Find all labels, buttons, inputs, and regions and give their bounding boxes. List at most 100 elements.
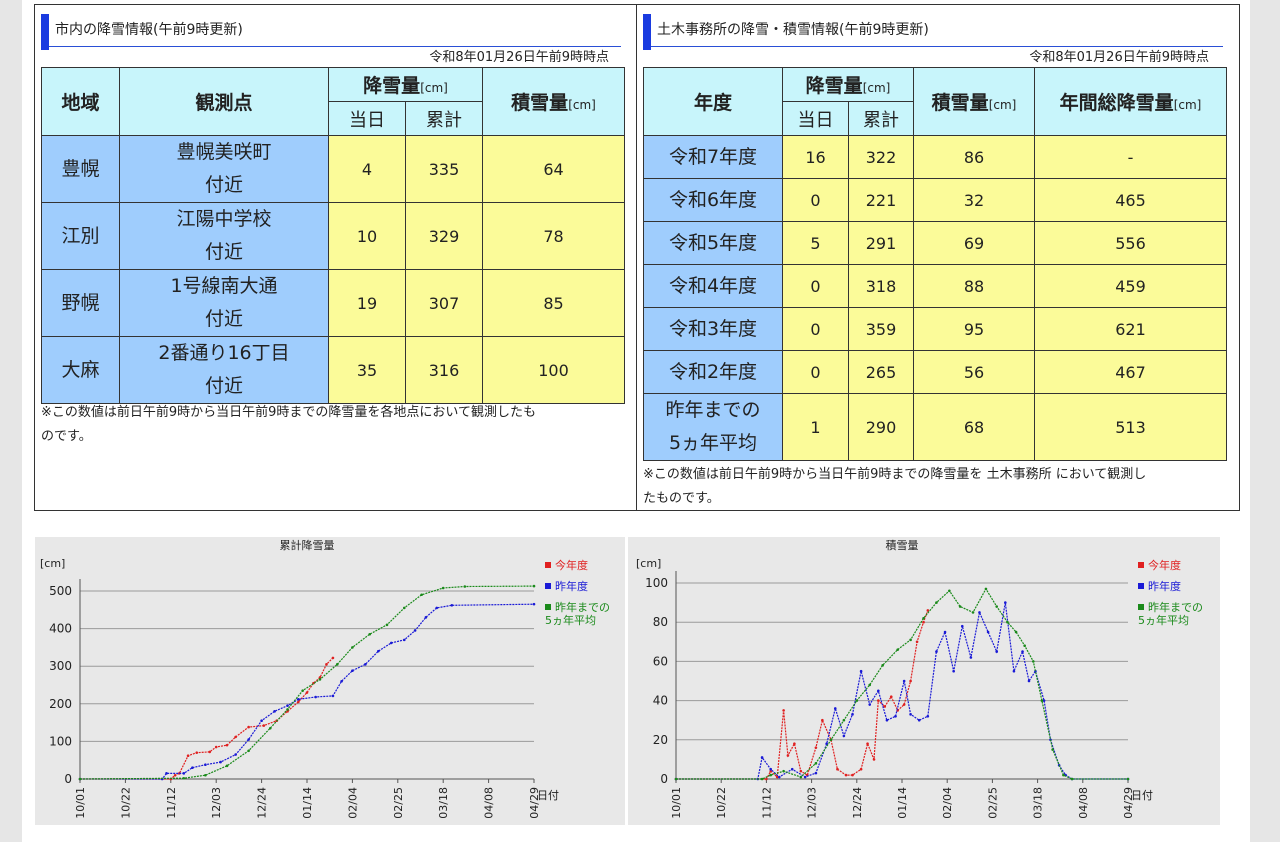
data-point <box>286 708 289 711</box>
data-point <box>260 719 263 723</box>
data-point <box>318 676 322 679</box>
legend-label: 今年度 <box>555 558 588 572</box>
depth-cell: 95 <box>913 307 1036 351</box>
x-tick-label: 12/24 <box>851 787 864 819</box>
table-row: 野幌 1号線南大通 付近 19 307 85 <box>41 269 626 337</box>
data-point <box>902 703 906 706</box>
data-point <box>760 756 764 759</box>
data-point <box>165 772 168 775</box>
data-point <box>390 641 393 645</box>
office-note: ※この数値は前日午前9時から当日午前9時までの降雪量を 土木事務所 において観測… <box>643 467 1147 506</box>
data-point <box>782 769 785 773</box>
header-snowfall: 降雪量[cm] <box>781 67 915 102</box>
area-cell: 野幌 <box>41 269 120 337</box>
header-year: 年度 <box>643 67 783 136</box>
data-point <box>225 764 229 768</box>
cumulative-snowfall-svg: 累計降雪量 [cm] 0 100 200 300 400 500 10/01 10/22 11/12… <box>40 538 610 819</box>
data-point <box>790 767 794 771</box>
data-point <box>1051 748 1054 751</box>
office-timestamp: 令和8年01月26日午前9時時点 <box>1029 50 1209 65</box>
data-point <box>842 718 846 722</box>
data-point <box>842 734 846 738</box>
point-cell: 2番通り16丁目 付近 <box>119 336 329 404</box>
data-point <box>234 753 237 756</box>
data-point <box>1042 699 1046 702</box>
y-tick-label: 0 <box>660 772 668 786</box>
x-tick-label: 02/04 <box>941 787 954 819</box>
today-cell: 4 <box>328 135 406 203</box>
data-point <box>829 738 833 742</box>
today-cell: 0 <box>782 307 849 351</box>
data-point <box>866 742 869 746</box>
total-cell: 329 <box>404 202 484 270</box>
data-point <box>435 606 439 610</box>
x-tick-label: 04/08 <box>1077 787 1090 819</box>
data-point <box>351 669 354 673</box>
data-point <box>385 623 389 627</box>
today-cell: 0 <box>782 178 849 222</box>
x-tick-label: 10/22 <box>715 787 728 819</box>
header-total: 累計 <box>404 101 484 136</box>
data-point <box>958 605 962 608</box>
x-tick-label: 04/29 <box>528 787 541 819</box>
data-point <box>877 699 880 702</box>
table-row: 大麻 2番通り16丁目 付近 35 316 100 <box>41 336 626 404</box>
data-point <box>902 679 906 683</box>
data-point <box>935 650 938 653</box>
data-point <box>368 632 371 636</box>
total-cell: 316 <box>404 336 484 404</box>
x-tick-label: 03/18 <box>1032 787 1045 819</box>
x-tick-label: 01/14 <box>301 787 314 819</box>
data-point <box>917 718 921 722</box>
year-cell: 令和4年度 <box>643 264 783 308</box>
data-point <box>1023 644 1026 648</box>
depth-cell: 68 <box>913 393 1036 461</box>
legend-label: 昨年度 <box>555 579 588 593</box>
header-total: 累計 <box>847 101 915 136</box>
data-point <box>402 638 406 642</box>
series-line <box>676 602 1128 780</box>
data-point <box>364 663 367 666</box>
legend-swatch <box>1138 583 1144 589</box>
data-point <box>234 735 237 739</box>
data-point <box>463 585 467 588</box>
x-tick-label: 12/03 <box>210 787 223 819</box>
data-point <box>247 749 250 753</box>
chart-title: 積雪量 <box>886 538 919 552</box>
data-point <box>765 777 768 781</box>
year-cell: 令和7年度 <box>643 135 783 179</box>
table-row: 令和2年度 0 265 56 467 <box>643 350 1228 394</box>
area-cell: 江別 <box>41 202 120 270</box>
data-point <box>814 746 818 749</box>
total-cell: 307 <box>404 269 484 337</box>
data-point <box>268 726 272 730</box>
table-row: 昨年までの 5ヵ年平均 1 290 68 513 <box>643 393 1228 461</box>
x-tick-label: 02/25 <box>986 787 999 819</box>
data-point <box>799 775 803 779</box>
area-cell: 大麻 <box>41 336 120 404</box>
x-tick-label: 03/18 <box>437 787 450 819</box>
x-axis-label: 日付 <box>537 789 559 802</box>
data-point <box>986 630 990 634</box>
data-point <box>377 649 380 653</box>
data-point <box>286 710 289 713</box>
data-point <box>441 586 445 590</box>
data-point <box>1027 679 1031 683</box>
data-point <box>885 718 889 722</box>
data-point <box>1006 620 1009 624</box>
x-tick-label: 02/04 <box>346 787 359 819</box>
today-cell: 5 <box>782 221 849 265</box>
data-point <box>314 695 317 699</box>
data-point <box>909 638 912 642</box>
series-line <box>79 585 535 780</box>
table-row: 豊幌 豊幌美咲町 付近 4 335 64 <box>41 135 626 203</box>
today-cell: 0 <box>782 350 849 394</box>
data-point <box>301 689 304 692</box>
data-point <box>262 724 266 727</box>
series-line <box>80 657 334 780</box>
city-snowfall-panel: 市内の降雪情報(午前9時更新) 令和8年01月26日午前9時時点 地域 観測点 … <box>34 4 637 511</box>
legend-label: 5ヵ年平均 <box>1138 613 1189 627</box>
annual-cell: 621 <box>1034 307 1228 351</box>
data-point <box>833 707 837 710</box>
data-point <box>1021 650 1024 653</box>
